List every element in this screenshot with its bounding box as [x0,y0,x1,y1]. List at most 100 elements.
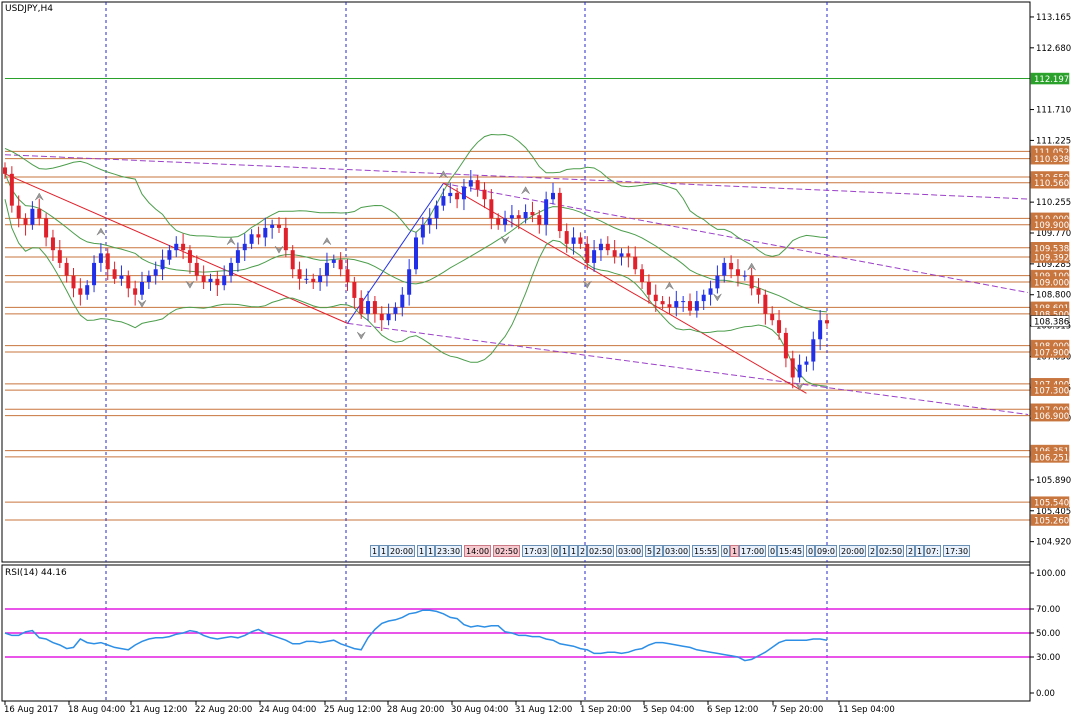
candle-body [331,259,336,263]
candle-body [140,282,144,295]
economic-event-flag[interactable]: 1 [730,545,740,557]
candle-body [804,361,809,365]
candle-body [626,253,631,257]
economic-event-flag[interactable]: 1 [915,545,925,557]
economic-event-flag[interactable]: 20:00 [388,545,416,557]
rsi-tick-label: 30.00 [1036,653,1060,663]
economic-event-flag[interactable]: 02:50 [587,545,615,557]
economic-event-flag[interactable]: 1 [379,545,389,557]
economic-event-flag[interactable]: 17:30 [943,545,971,557]
candle-body [3,167,7,174]
candle-body [681,301,686,303]
candle-body [756,288,761,295]
price-label-box [1030,176,1070,189]
economic-event-flag[interactable]: 07: [924,545,941,557]
economic-event-flag[interactable]: 1 [417,545,427,557]
candle-body [523,212,528,219]
chart-title: USDJPY,H4 [5,4,53,14]
economic-event-flag[interactable]: 14:00 [464,545,492,557]
candle-body [290,250,295,270]
economic-event-flag[interactable]: 15:45 [777,545,805,557]
candle-body [393,307,398,314]
economic-event-flag[interactable]: 03:00 [616,545,644,557]
candle-body [277,224,281,228]
candle-body [372,301,377,314]
candle-body [208,278,213,282]
economic-event-flag[interactable]: 2 [906,545,916,557]
candle-body [674,301,679,308]
fractal-marker [665,281,674,290]
candle-body [311,278,316,282]
candle-body [318,275,323,282]
economic-event-flag[interactable]: 2 [868,545,878,557]
price-tick-label: 113.165 [1036,13,1071,23]
candle-body [283,227,288,251]
candle-body [578,237,583,244]
candle-body [592,250,597,263]
candle-body [222,275,227,286]
time-axis-label: 28 Aug 20:00 [387,705,444,715]
fractal-marker [439,170,448,179]
candle-body [571,237,576,244]
rsi-line [4,609,828,662]
candle-body [777,320,782,333]
candle-body [194,262,199,276]
rsi-tick-label: 70.00 [1036,605,1060,615]
price-tick-label: 104.920 [1036,538,1071,548]
fractal-marker [583,280,592,289]
economic-event-flag[interactable]: 1 [560,545,570,557]
price-label-text: 109.392 [1034,254,1069,264]
economic-event-flag[interactable]: 03:00 [663,545,691,557]
price-label-text: 109.000 [1034,279,1069,289]
candle-body [85,285,90,295]
economic-event-flag[interactable]: 09:0 [815,545,837,557]
economic-event-flag[interactable]: 1 [370,545,380,557]
candle-body [516,215,521,219]
candle-body [537,215,542,225]
candle-body [249,234,254,244]
candle-body [92,262,97,286]
price-tick-label: 105.405 [1036,507,1071,517]
candle-body [160,259,165,270]
candle-body [187,250,192,263]
fractal-marker [35,192,44,201]
candle-body [407,269,412,295]
fractal-marker [747,262,756,271]
economic-event-flag[interactable]: 17:00 [739,545,767,557]
economic-event-flag[interactable]: 0 [551,545,561,557]
price-tick-label: 112.680 [1036,44,1071,54]
economic-event-flag[interactable]: 1 [426,545,436,557]
economic-event-flag[interactable]: 0 [768,545,778,557]
price-label-text: 109.900 [1034,221,1069,231]
fractal-marker [185,280,195,289]
economic-event-flag[interactable]: 5 [645,545,655,557]
economic-event-flag[interactable]: 0 [721,545,731,557]
price-label-text: 105.260 [1034,517,1069,527]
economic-event-flag[interactable]: 02:50 [493,545,521,557]
time-axis-label: 11 Sep 04:00 [838,705,895,715]
economic-event-flag[interactable]: 23:30 [435,545,463,557]
candle-body [646,282,651,295]
candle-body [482,189,487,200]
economic-event-flag[interactable]: 20:00 [839,545,867,557]
economic-event-flag[interactable]: 17:03 [522,545,550,557]
economic-event-flag[interactable]: 02:50 [877,545,905,557]
economic-event-flag[interactable]: 2 [578,545,588,557]
economic-event-flag[interactable]: 0 [806,545,816,557]
candle-body [153,269,158,276]
candle-body [509,215,514,219]
economic-event-flag[interactable]: 2 [654,545,664,557]
candle-body [133,288,138,295]
price-label-box [1030,152,1070,165]
price-tick-label: 109.770 [1036,229,1071,239]
economic-event-flag[interactable]: 1 [569,545,579,557]
candle-body [386,313,391,321]
candle-body [427,218,432,225]
candle-body [749,275,754,289]
candle-body [270,224,275,228]
price-label-box [1030,384,1070,396]
economic-event-flag[interactable]: 15:55 [692,545,720,557]
candle-body [57,250,62,263]
